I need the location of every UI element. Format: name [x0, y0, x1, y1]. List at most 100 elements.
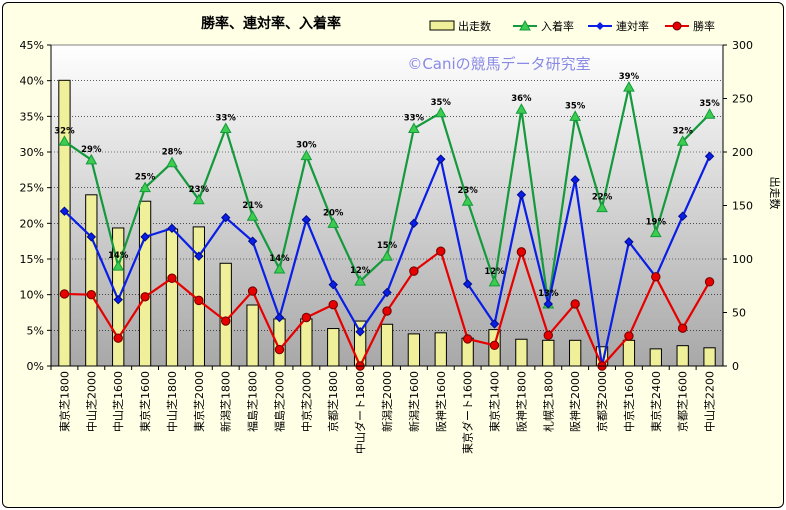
- x-tick-label: 阪神芝2000: [568, 371, 582, 432]
- x-tick-label: 新潟芝1600: [407, 371, 421, 432]
- x-tick-label: 中京芝2000: [299, 371, 313, 432]
- point-marker: [167, 223, 177, 234]
- x-tick-label: 東京芝2400: [649, 371, 663, 432]
- point-marker: [461, 195, 474, 206]
- y-tick-label: 40%: [20, 75, 44, 88]
- x-tick-label: 新潟芝1800: [219, 371, 233, 432]
- bar: [434, 332, 447, 367]
- data-label: 23%: [189, 185, 210, 195]
- data-label: 39%: [619, 72, 640, 82]
- bar: [246, 304, 259, 367]
- bar: [515, 338, 528, 367]
- y-tick-label: 25%: [20, 182, 44, 195]
- bar: [703, 347, 716, 367]
- x-tick-label: 中山芝2200: [704, 371, 717, 432]
- point-marker: [140, 232, 150, 242]
- point-marker: [167, 273, 177, 283]
- y-tick-label: 0%: [27, 360, 44, 373]
- data-label: 14%: [108, 251, 129, 261]
- x-tick-label: 京都芝1600: [676, 371, 690, 432]
- data-label: 21%: [242, 201, 263, 211]
- point-marker: [166, 156, 178, 168]
- data-label: 14%: [269, 254, 290, 264]
- point-marker: [59, 206, 70, 216]
- legend-label: 勝率: [693, 19, 715, 33]
- point-marker: [408, 122, 420, 133]
- point-marker: [489, 319, 500, 329]
- point-marker: [462, 279, 473, 289]
- x-tick-label: 東京ダート1600: [461, 371, 475, 454]
- point-marker: [327, 217, 340, 228]
- point-marker: [570, 299, 580, 309]
- bar: [542, 339, 555, 367]
- y-tick-label: 10%: [20, 289, 44, 302]
- y-tick-label: 30%: [20, 146, 44, 159]
- point-marker: [300, 149, 313, 161]
- legend-marker: [596, 22, 604, 30]
- x-tick-label: 中山芝1600: [112, 371, 125, 432]
- data-label: 33%: [216, 113, 237, 123]
- legend-label: 出走数: [458, 19, 491, 33]
- data-label: 32%: [54, 126, 75, 136]
- point-marker: [221, 316, 231, 326]
- x-tick-label: 札幌芝1800: [541, 371, 555, 432]
- point-marker: [703, 108, 716, 119]
- data-label: 12%: [484, 267, 505, 277]
- point-marker: [112, 260, 125, 271]
- point-marker: [221, 212, 231, 223]
- point-marker: [462, 334, 473, 344]
- data-label: 12%: [350, 266, 371, 276]
- point-marker: [434, 106, 447, 118]
- data-label: 30%: [296, 141, 317, 151]
- x-tick-label: 福島芝2000: [272, 371, 286, 432]
- point-marker: [649, 226, 662, 238]
- point-marker: [516, 247, 527, 257]
- y2-tick-label: 100: [732, 253, 753, 266]
- point-marker: [677, 323, 688, 333]
- x-tick-label: 中山芝2000: [85, 371, 98, 432]
- point-marker: [301, 312, 312, 323]
- bar: [219, 262, 232, 367]
- data-label: 35%: [431, 98, 452, 108]
- x-tick-label: 東京芝1800: [57, 371, 71, 432]
- legend-label: 入着率: [541, 19, 574, 33]
- bar: [407, 333, 421, 367]
- bar: [85, 194, 98, 367]
- point-marker: [409, 266, 419, 276]
- point-marker: [328, 279, 338, 290]
- data-label: 19%: [646, 218, 667, 228]
- point-marker: [354, 275, 366, 286]
- data-label: 28%: [162, 148, 183, 158]
- y-axis-right: 0 50 100 150 200 250 300: [722, 39, 753, 373]
- data-label: 29%: [81, 145, 102, 155]
- legend-swatch: [429, 20, 455, 31]
- point-marker: [704, 151, 715, 161]
- point-marker: [677, 211, 688, 221]
- bar: [380, 323, 394, 367]
- point-marker: [516, 190, 527, 200]
- y-tick-label: 5%: [27, 324, 44, 337]
- point-marker: [247, 286, 258, 296]
- point-marker: [247, 236, 258, 246]
- point-marker: [623, 81, 635, 92]
- x-tick-label: 東京芝1600: [138, 371, 152, 432]
- point-marker: [543, 330, 553, 341]
- point-marker: [543, 299, 553, 309]
- watermark: ©Caniの競馬データ研究室: [407, 55, 590, 73]
- bar: [676, 345, 689, 367]
- point-marker: [274, 344, 285, 355]
- point-marker: [192, 193, 205, 205]
- chart-title: 勝率、連対率、入着率: [201, 15, 341, 32]
- y2-tick-label: 200: [732, 146, 753, 159]
- point-marker: [382, 287, 392, 298]
- point-marker: [515, 103, 528, 114]
- chart-svg: 勝率、連対率、入着率 ©Caniの競馬データ研究室 32% 29% 14% 25% 28…: [20, 15, 782, 454]
- data-label: 33%: [404, 113, 425, 123]
- data-label: 36%: [511, 94, 532, 104]
- y2-tick-label: 250: [732, 93, 753, 106]
- y2-tick-label: 300: [732, 39, 753, 52]
- point-marker: [85, 153, 98, 165]
- point-marker: [651, 272, 661, 282]
- bar: [165, 228, 179, 367]
